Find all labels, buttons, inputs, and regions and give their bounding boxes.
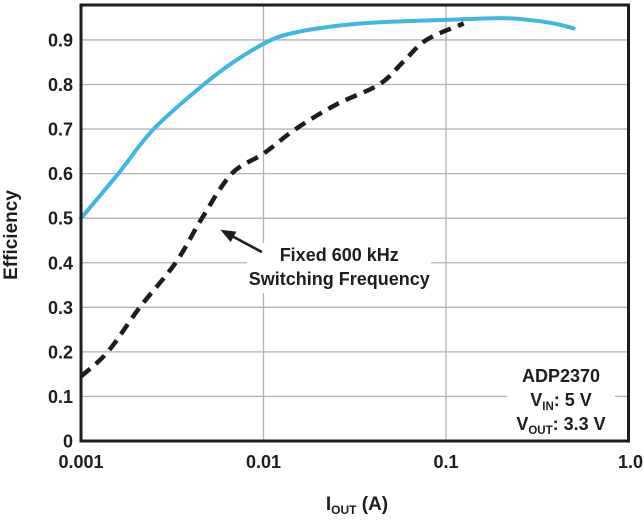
series-fixed-600khz-switching-frequency: [79, 21, 465, 379]
inset-label-line: VOUT: 3.3 V: [516, 414, 605, 437]
plot-border: [79, 3, 630, 443]
x-axis-title: IOUT (A): [326, 494, 388, 517]
y-tick-label: 0.7: [48, 120, 73, 140]
x-tick-label: 0.01: [246, 452, 281, 472]
annotation-arrowhead: [220, 229, 237, 243]
y-tick-label: 0.3: [48, 298, 73, 318]
x-tick-label: 1.0: [618, 452, 643, 472]
annotation-backplate: [247, 243, 431, 293]
y-tick-label: 0.6: [48, 164, 73, 184]
y-tick-label: 0.2: [48, 342, 73, 362]
y-tick-label: 0.8: [48, 75, 73, 95]
inset-backplate: [507, 361, 615, 437]
inset-label-line: ADP2370: [522, 366, 600, 386]
series-solid-curve-unlabeled: [79, 16, 576, 221]
annotation-line-1: Fixed 600 kHz: [280, 245, 399, 265]
annotation-line-2: Switching Frequency: [249, 269, 430, 289]
x-tick-label: 0.001: [58, 452, 103, 472]
y-tick-label: 0.5: [48, 209, 73, 229]
y-tick-label: 0: [63, 432, 73, 452]
inset-label-line: VIN: 5 V: [530, 390, 592, 413]
annotation-arrow-shaft: [228, 233, 263, 254]
y-axis-title: Efficiency: [1, 190, 22, 280]
y-tick-label: 0.9: [48, 30, 73, 50]
x-tick-label: 0.1: [433, 452, 458, 472]
y-tick-label: 0.4: [48, 253, 73, 273]
y-tick-label: 0.1: [48, 387, 73, 407]
